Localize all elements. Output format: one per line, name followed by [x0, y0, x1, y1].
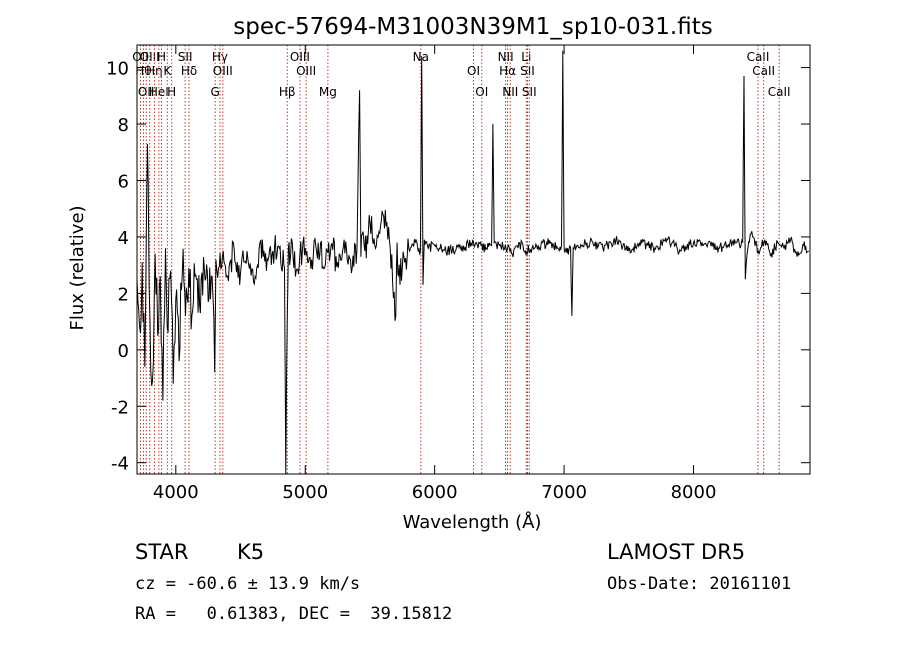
line-marker-label: Hγ [212, 50, 228, 64]
line-marker-label: OII [138, 85, 155, 99]
y-tick-label: 10 [106, 59, 129, 80]
line-marker-label: CaII [768, 85, 791, 99]
line-marker-label: H [157, 50, 166, 64]
object-class: STAR [135, 540, 189, 564]
y-tick-label: 2 [118, 284, 129, 305]
object-subclass: K5 [237, 540, 265, 564]
line-marker-label: Hβ [279, 85, 296, 99]
x-axis-label: Wavelength (Å) [403, 511, 542, 533]
line-marker-label: SII [178, 50, 193, 64]
y-axis: -4 -2 0 2 4 6 8 10 [106, 59, 810, 475]
line-marker-label: NII [502, 85, 518, 99]
line-marker-label: Hα [499, 64, 516, 78]
line-marker-label: CaII [747, 50, 770, 64]
plot-frame [136, 44, 811, 475]
line-marker-label: Hδ [181, 64, 197, 78]
line-marker-label: OIII [213, 64, 233, 78]
line-marker-label: HeI [149, 85, 169, 99]
y-tick-label: 8 [118, 115, 129, 136]
x-tick-label: 7000 [541, 482, 587, 503]
chart-title: spec-57694-M31003N39M1_sp10-031.fits [233, 14, 712, 40]
line-marker-label: SII [522, 85, 537, 99]
line-marker-label: SII [520, 64, 535, 78]
line-marker-label: OIII [296, 64, 316, 78]
y-tick-label: 4 [118, 228, 129, 249]
line-marker-label: G [211, 85, 220, 99]
line-marker-label: Na [413, 50, 429, 64]
line-marker-label: OI [467, 64, 480, 78]
line-marker-label: Mg [319, 85, 337, 99]
y-tick-label: -4 [111, 454, 129, 475]
coordinates: RA = 0.61383, DEC = 39.15812 [135, 604, 453, 624]
y-tick-label: 0 [118, 341, 129, 362]
line-marker-label: CaII [752, 64, 775, 78]
redshift-readout: cz = -60.6 ± 13.9 km/s [135, 574, 361, 594]
line-markers: OIIHθOIIOIIIHηHeIHKHSIIHδGHγOIIIHβOIIIOI… [132, 45, 791, 474]
line-marker-label: OIII [290, 50, 310, 64]
line-marker-label: Li [521, 50, 531, 64]
y-tick-label: 6 [118, 171, 129, 192]
line-marker-label: H [167, 85, 176, 99]
spectrum-series [136, 50, 809, 475]
y-tick-label: -2 [111, 397, 129, 418]
line-marker-label: OI [475, 85, 488, 99]
line-marker-label: OII [132, 50, 149, 64]
spectrum-line [136, 50, 809, 475]
obs-date: Obs-Date: 20161101 [607, 574, 792, 594]
x-tick-label: 5000 [282, 482, 328, 503]
line-marker-label: Hη [146, 64, 163, 78]
x-tick-label: 8000 [671, 482, 717, 503]
y-axis-label: Flux (relative) [67, 205, 88, 330]
x-tick-label: 6000 [412, 482, 458, 503]
x-axis: 4000 5000 6000 7000 8000 [153, 45, 717, 503]
line-marker-label: NII [498, 50, 514, 64]
line-marker-label: K [163, 64, 172, 78]
survey-name: LAMOST DR5 [607, 540, 746, 564]
x-tick-label: 4000 [153, 482, 199, 503]
